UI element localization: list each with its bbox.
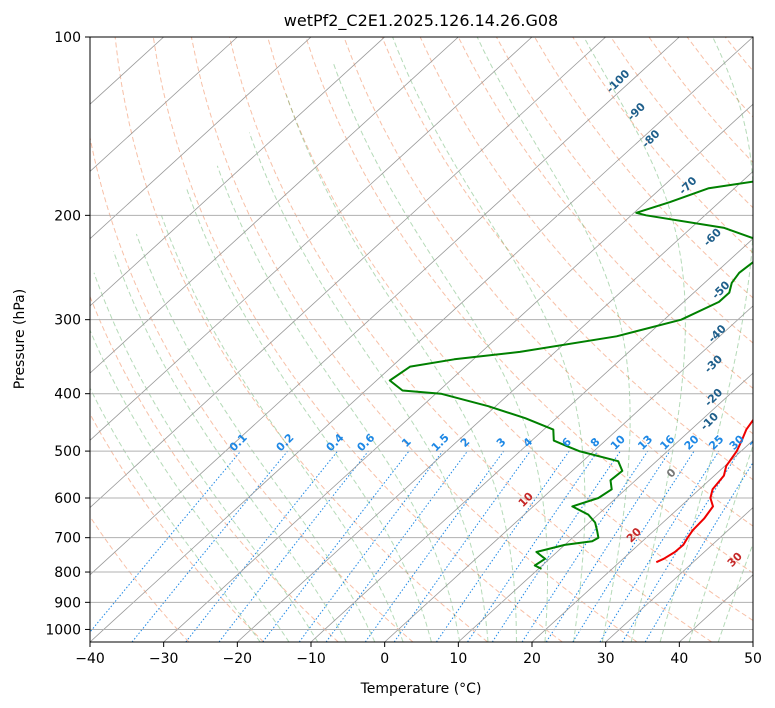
isotherm-line — [384, 305, 753, 642]
isotherm-line — [163, 103, 753, 642]
pressure-gridlines — [90, 37, 753, 630]
isotherm-line — [605, 507, 753, 642]
moist-adiabat-line — [332, 61, 549, 642]
isotherm-line — [90, 37, 459, 374]
moist-adiabat-line — [135, 233, 376, 642]
dry-adiabat-line — [343, 37, 753, 527]
y-tick-label: 900 — [54, 595, 81, 611]
dry-adiabat-line — [305, 37, 753, 574]
dry-adiabat-line — [90, 412, 264, 642]
x-tick-label: −20 — [223, 651, 253, 667]
background-lines — [90, 37, 753, 642]
dry-adiabat-line — [229, 37, 712, 642]
y-tick-label: 700 — [54, 531, 81, 547]
isotherms — [90, 37, 753, 642]
mixing-ratio-line — [435, 450, 570, 642]
x-axis-ticks: −40 −30 −20 −10 0 10 20 30 40 50 — [75, 642, 762, 667]
dry-adiabat-line — [267, 37, 753, 622]
y-tick-label: 100 — [54, 30, 81, 46]
dry-adiabat-line — [381, 37, 753, 481]
plot-frame — [89, 36, 754, 643]
moist-adiabat-line — [160, 215, 404, 642]
dry-adiabat-line — [457, 37, 753, 389]
dry-adiabat-line — [419, 37, 753, 435]
moist-adiabat-line — [688, 444, 753, 642]
mixing-ratio-line — [545, 450, 671, 642]
isotherm-line — [90, 37, 680, 576]
isotherm-line — [310, 238, 753, 642]
temperature-profile-line — [655, 418, 753, 564]
mixing-ratio-line — [325, 450, 468, 642]
y-tick-label: 200 — [54, 208, 81, 224]
moist-adiabat-line — [90, 387, 261, 642]
isotherm-line — [531, 439, 753, 642]
mixing-ratio-line — [491, 450, 621, 642]
y-tick-label: 1000 — [45, 622, 81, 638]
moist-adiabat-line — [392, 37, 586, 642]
x-tick-label: 50 — [744, 651, 762, 667]
isotherm-line — [237, 170, 753, 642]
y-tick-label: 800 — [54, 565, 81, 581]
isotherm-line — [90, 37, 312, 240]
isotherm-line — [458, 372, 753, 642]
moist-adiabat-line — [717, 542, 753, 642]
y-tick-label: 300 — [54, 313, 81, 329]
x-tick-label: 40 — [670, 651, 688, 667]
moist-adiabat-line — [583, 37, 686, 642]
mixing-ratio-line — [262, 450, 410, 642]
x-tick-label: 30 — [597, 651, 615, 667]
isotherm-line — [90, 37, 238, 172]
mixing-ratio-label: 36 — [748, 432, 768, 452]
moist-adiabat-line — [216, 165, 461, 642]
x-tick-label: −10 — [296, 651, 326, 667]
dry-adiabat-line — [495, 37, 753, 344]
moist-adiabat-line — [113, 251, 347, 642]
moist-adiabat-line — [93, 272, 319, 642]
isotherm-line — [90, 37, 533, 441]
moist-adiabat-line — [285, 94, 517, 642]
mixing-ratio-line — [467, 450, 599, 642]
y-axis-ticks: 100 200 300 400 500 600 700 800 900 1000 — [45, 30, 90, 638]
y-tick-label: 400 — [54, 387, 81, 403]
dry-adiabats — [90, 37, 753, 642]
y-axis-label: Pressure (hPa) — [12, 289, 28, 389]
x-tick-label: −30 — [149, 651, 179, 667]
y-tick-label: 500 — [54, 444, 81, 460]
dry-adiabat-line — [190, 37, 638, 642]
dry-adiabat-line — [534, 37, 753, 299]
mixing-ratio-line — [644, 461, 753, 642]
moist-adiabat-line — [90, 328, 290, 642]
dry-adiabat-line — [114, 37, 488, 642]
chart-title: wetPf2_C2E1.2025.126.14.26.G08 — [284, 11, 558, 31]
dewpoint-profile-line — [388, 180, 753, 570]
isotherm-line — [90, 37, 606, 509]
x-tick-label: −40 — [75, 651, 105, 667]
isotherm-line — [90, 37, 753, 642]
x-tick-label: 0 — [380, 651, 389, 667]
mixing-ratio-line — [298, 450, 444, 642]
moist-adiabat-line — [659, 37, 753, 642]
mixing-ratio-line — [218, 450, 369, 642]
mixing-ratio-line — [599, 450, 720, 642]
mixing-ratio-line — [572, 450, 695, 642]
y-tick-label: 600 — [54, 491, 81, 507]
mixing-ratio-line — [521, 450, 649, 642]
x-axis-label: Temperature (°C) — [360, 681, 482, 697]
isotherm-line — [90, 37, 385, 307]
x-tick-label: 10 — [449, 651, 467, 667]
dry-adiabat-line — [152, 37, 563, 642]
profile-series — [388, 180, 753, 570]
x-tick-label: 20 — [523, 651, 541, 667]
moist-adiabat-line — [476, 37, 631, 642]
mixing-ratio-line — [364, 450, 505, 642]
